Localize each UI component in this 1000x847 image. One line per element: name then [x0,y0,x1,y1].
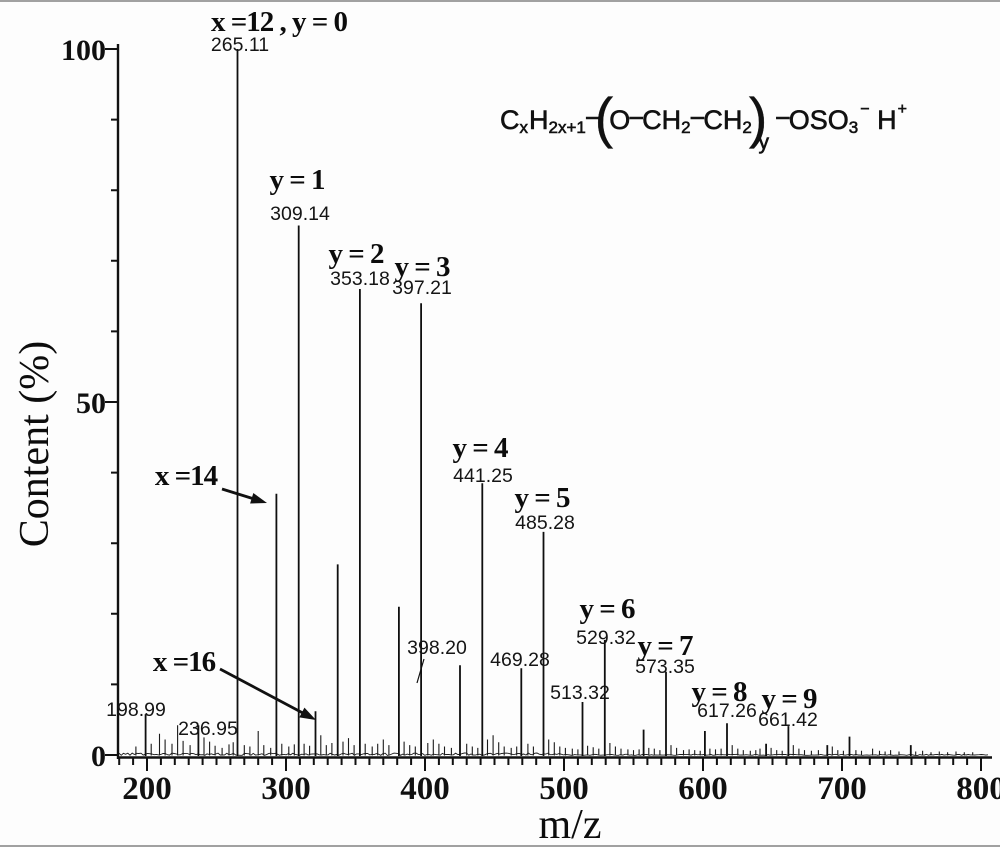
x-tick-label: 500 [539,771,589,807]
formula-part: − [584,102,601,133]
mass-annotation: 236.95 [178,718,238,740]
formula-part: y [758,131,769,155]
main-peaks [144,49,912,756]
series-annotation: y = 2 [328,238,384,270]
x-axis-ticks [118,758,982,771]
formula-part: 2 [742,118,752,138]
mass-annotation: 617.26 [697,700,757,722]
x-axis-title: m/z [538,802,602,847]
x-tick-label: 800 [956,771,1000,807]
formula-part: − [628,102,645,133]
formula-part: OSO [788,104,849,135]
series-annotation: y = 9 [761,683,817,715]
mass-annotation: 441.25 [453,465,513,487]
y-axis-ticks [105,48,118,756]
formula-part: H [529,104,549,135]
mass-annotation: 485.28 [515,512,575,534]
x-tick-label: 600 [678,771,728,807]
y-tick-label: 50 [76,387,106,420]
mass-annotation: 661.42 [758,709,818,731]
formula-part: C [500,104,520,135]
formula-part: − [689,102,706,133]
formula-part: ) [748,85,768,149]
series-annotation: y = 5 [514,482,570,514]
formula-part: 2x+1 [548,118,586,138]
mass-annotation: 309.14 [270,203,330,225]
formula-part: 2 [681,118,691,138]
formula-part: + [897,101,907,119]
series-annotation: y = 4 [452,432,508,464]
leader-line [416,658,425,684]
y-tick-label: 100 [61,34,106,67]
x-tick-label: 700 [817,771,867,807]
series-annotation: y = 3 [394,251,450,283]
mass-annotation: 265.11 [211,34,269,56]
y-tick-label: 0 [91,740,106,773]
formula-part: H [869,104,897,135]
x-tick-label: 400 [400,771,450,807]
formula-part: x [519,118,528,138]
arrow-line [219,667,310,718]
arrow-head [299,707,316,720]
minor-peaks [135,725,974,756]
series-annotation: y = 6 [579,593,635,625]
series-annotation: x =16 [153,646,216,678]
mass-annotation: 353.18 [330,268,390,290]
mass-annotation: 513.32 [550,682,610,704]
series-annotation: y = 1 [269,164,324,196]
mass-annotation: 398.20 [407,637,467,659]
mass-annotation: 397.21 [392,277,452,299]
series-annotation: y = 8 [691,676,747,708]
formula-part: ( [594,85,614,149]
series-annotation: x =12 , y = 0 [211,6,348,38]
formula-part: − [860,101,870,119]
formula-part: CH [642,104,682,135]
series-annotation: y = 7 [637,630,693,662]
formula-part: CH [703,104,743,135]
mass-annotation: 529.32 [576,627,636,649]
x-tick-label: 300 [261,771,311,807]
x-tick-label: 200 [122,771,172,807]
mass-annotation: 198.99 [106,699,166,721]
mass-annotation: 573.35 [635,656,695,678]
formula-part: 3 [848,118,859,138]
arrow-head [250,492,267,504]
series-annotation: x =14 [155,460,218,492]
y-axis-title: Content (%) [12,340,58,548]
mass-annotation: 469.28 [490,649,550,671]
formula-part: − [774,102,791,133]
formula-part: O [609,104,631,135]
